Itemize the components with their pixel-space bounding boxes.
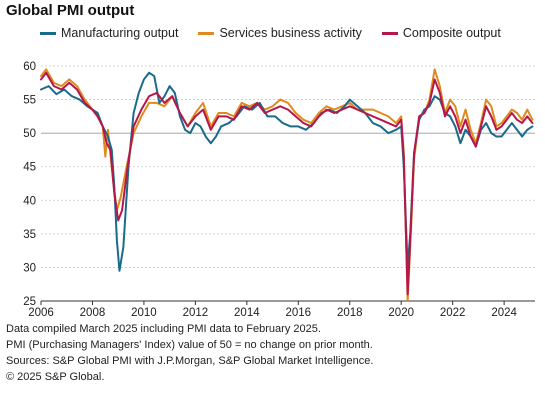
x-tick-label-2024: 2024	[491, 307, 517, 319]
x-tick-label-2008: 2008	[80, 307, 106, 319]
x-tick-label-2020: 2020	[388, 307, 414, 319]
y-tick-label-40: 40	[23, 195, 36, 207]
legend-swatch-composite	[381, 31, 398, 35]
legend-label-manufacturing: Manufacturing output	[61, 26, 179, 40]
note-data-compiled: Data compiled March 2025 including PMI d…	[6, 323, 321, 335]
note-sources: Sources: S&P Global PMI with J.P.Morgan,…	[6, 355, 374, 367]
x-tick-label-2022: 2022	[440, 307, 466, 319]
y-tick-label-25: 25	[23, 296, 36, 308]
chart-title: Global PMI output	[6, 2, 135, 19]
series-line-manufacturing	[40, 71, 534, 272]
x-tick-label-2012: 2012	[183, 307, 209, 319]
y-tick-label-60: 60	[23, 61, 36, 73]
note-copyright: © 2025 S&P Global.	[6, 371, 105, 383]
x-tick-label-2018: 2018	[337, 307, 363, 319]
x-tick-label-2014: 2014	[234, 307, 260, 319]
x-tick-label-2006: 2006	[28, 307, 54, 319]
legend-item-services: Services business activity	[198, 26, 362, 40]
legend-label-services: Services business activity	[219, 26, 362, 40]
pmi-line-chart: 25 30 35 40 45 50 55 60 2006 2008 2010 2012 2014 2016…	[23, 61, 535, 319]
legend-item-manufacturing: Manufacturing output	[40, 26, 178, 40]
chart-notes: Data compiled March 2025 including PMI d…	[6, 321, 373, 385]
y-tick-label-35: 35	[23, 229, 36, 241]
x-tick-label-2010: 2010	[131, 307, 157, 319]
legend-label-composite: Composite output	[402, 26, 501, 40]
legend-swatch-services	[198, 31, 215, 35]
x-tick-label-2016: 2016	[285, 307, 311, 319]
chart-legend: Manufacturing output Services business a…	[40, 26, 501, 40]
legend-swatch-manufacturing	[40, 31, 56, 35]
legend-item-composite: Composite output	[381, 26, 501, 40]
y-tick-label-55: 55	[23, 95, 36, 107]
y-tick-label-45: 45	[23, 162, 36, 174]
note-pmi-definition: PMI (Purchasing Managers' Index) value o…	[6, 339, 373, 351]
series-line-composite	[40, 71, 534, 296]
y-tick-label-30: 30	[23, 262, 36, 274]
y-tick-label-50: 50	[23, 128, 36, 140]
